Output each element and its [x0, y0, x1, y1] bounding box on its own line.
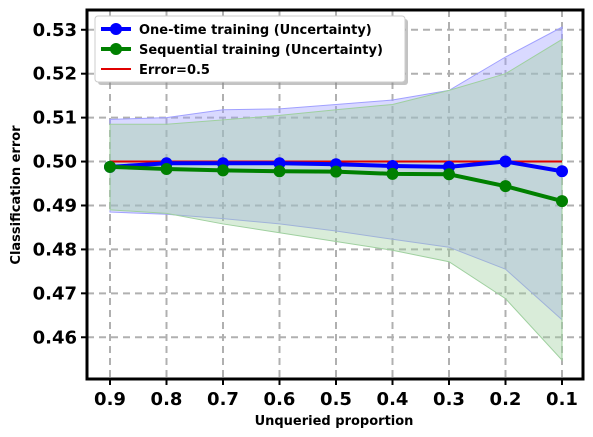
- y-axis-ticks: 0.46 0.47 0.48 0.49 0.50 0.51 0.52 0.53: [33, 20, 87, 348]
- y-tick-label: 0.53: [33, 20, 77, 41]
- confidence-band-1: [109, 38, 563, 362]
- legend: One-time training (Uncertainty) Sequentia…: [94, 15, 408, 85]
- x-tick-label: 0.2: [490, 389, 522, 410]
- y-axis-label: Classification error: [9, 125, 24, 265]
- y-tick-label: 0.47: [33, 283, 77, 304]
- data-point: [386, 167, 399, 180]
- data-point: [499, 155, 512, 168]
- y-tick-label: 0.50: [33, 152, 77, 173]
- y-tick-label: 0.46: [33, 327, 77, 348]
- data-point: [556, 195, 568, 208]
- x-tick-label: 0.9: [94, 389, 126, 410]
- legend-label: One-time training (Uncertainty): [139, 23, 372, 38]
- data-point: [443, 168, 455, 181]
- x-tick-label: 0.5: [320, 389, 352, 410]
- series-markers: [104, 155, 568, 208]
- x-tick-label: 0.1: [546, 389, 578, 410]
- y-tick-label: 0.48: [33, 239, 77, 260]
- data-point: [556, 165, 568, 178]
- x-tick-label: 0.6: [264, 389, 296, 410]
- y-tick-label: 0.51: [33, 108, 77, 129]
- data-point: [160, 163, 173, 176]
- legend-box: [94, 15, 406, 83]
- legend-label: Error=0.5: [139, 63, 210, 78]
- x-tick-label: 0.8: [151, 389, 183, 410]
- x-axis-label: Unqueried proportion: [255, 414, 414, 429]
- x-axis-ticks: 0.9 0.8 0.7 0.6 0.5 0.4 0.3 0.2 0.1: [94, 379, 578, 410]
- data-point: [330, 165, 342, 178]
- x-tick-label: 0.3: [433, 389, 465, 410]
- y-tick-label: 0.52: [33, 64, 77, 85]
- data-point: [499, 180, 512, 193]
- legend-label: Sequential training (Uncertainty): [139, 43, 383, 58]
- legend-swatch-marker: [110, 43, 122, 55]
- data-point: [273, 165, 286, 178]
- data-point: [217, 164, 229, 177]
- data-point: [104, 160, 116, 173]
- x-tick-label: 0.4: [377, 389, 409, 410]
- legend-swatch-marker: [110, 23, 122, 35]
- y-tick-label: 0.49: [33, 195, 77, 216]
- x-tick-label: 0.7: [207, 389, 239, 410]
